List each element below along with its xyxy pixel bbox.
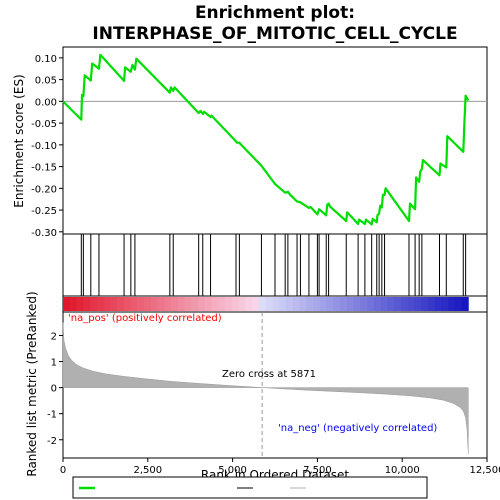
rank-color-band <box>63 297 469 311</box>
band-segment <box>83 297 91 311</box>
metric-y-tick-label: -1 <box>47 410 57 421</box>
band-segment <box>164 297 172 311</box>
x-axis: 0 2,500 5,000 7,500 10,000 12,500 <box>60 458 500 476</box>
band-segment <box>252 297 260 311</box>
band-segment <box>299 297 307 311</box>
ranked-metric-area <box>62 312 469 458</box>
band-segment <box>394 297 402 311</box>
x-tick-label: 12,500 <box>470 465 500 476</box>
band-segment <box>137 297 145 311</box>
band-segment <box>171 297 179 311</box>
es-y-axis-label: Enrichment score (ES) <box>12 74 26 207</box>
es-y-tick-label: 0.10 <box>35 54 57 65</box>
band-segment <box>238 297 246 311</box>
band-segment <box>123 297 131 311</box>
chart-title-line1: Enrichment plot: <box>195 3 355 23</box>
band-segment <box>326 297 334 311</box>
metric-y-tick-label: 1 <box>51 358 57 369</box>
es-y-tick-label: -0.10 <box>31 141 57 152</box>
chart-title-line2: INTERPHASE_OF_MITOTIC_CELL_CYCLE <box>92 24 457 44</box>
band-segment <box>225 297 233 311</box>
x-tick-label: 10,000 <box>385 465 420 476</box>
legend <box>72 476 428 499</box>
es-y-tick-label: -0.30 <box>31 228 57 239</box>
band-segment <box>258 297 267 311</box>
band-segment <box>434 297 442 311</box>
band-segment <box>69 297 77 311</box>
band-segment <box>103 297 111 311</box>
metric-y-axis-label: Ranked list metric (PreRanked) <box>25 291 39 476</box>
hit-lines <box>80 234 467 296</box>
es-y-tick-label: -0.15 <box>31 163 57 174</box>
band-segment <box>191 297 199 311</box>
band-segment <box>198 297 206 311</box>
metric-y-axis: 2 1 0 -1 -2 <box>47 331 63 447</box>
x-tick-label: 7,500 <box>303 465 332 476</box>
band-segment <box>414 297 422 311</box>
band-segment <box>272 297 280 311</box>
es-y-tick-label: 0.05 <box>35 76 57 87</box>
band-segment <box>117 297 125 311</box>
band-segment <box>231 297 240 311</box>
pos-correlated-label: 'na_pos' (positively correlated) <box>68 313 222 324</box>
x-tick-label: 2,500 <box>133 465 162 476</box>
band-segment <box>292 297 300 311</box>
band-segment <box>454 297 462 311</box>
band-segment <box>157 297 165 311</box>
band-segment <box>144 297 152 311</box>
band-segment <box>245 297 253 311</box>
band-segment <box>306 297 314 311</box>
es-y-tick-label: -0.25 <box>31 206 57 217</box>
band-segment <box>63 297 71 311</box>
metric-y-tick-label: 0 <box>51 384 57 395</box>
band-segment <box>373 297 381 311</box>
band-segment <box>110 297 118 311</box>
es-y-tick-label: -0.20 <box>31 184 57 195</box>
band-segment <box>448 297 456 311</box>
band-segment <box>204 297 213 311</box>
es-curve <box>62 53 470 226</box>
band-segment <box>211 297 219 311</box>
band-segment <box>461 297 469 311</box>
es-y-axis: 0.10 0.05 0.00 -0.05 -0.10 -0.15 -0.20 -0.25 -0.… <box>31 54 63 239</box>
zero-cross-label: Zero cross at 5871 <box>222 369 316 380</box>
band-segment <box>387 297 395 311</box>
x-tick-label: 0 <box>60 465 66 476</box>
band-segment <box>265 297 273 311</box>
band-segment <box>339 297 348 311</box>
es-profile-line <box>62 53 470 226</box>
band-segment <box>421 297 429 311</box>
es-y-tick-label: 0.00 <box>35 97 57 108</box>
band-segment <box>76 297 84 311</box>
band-segment <box>319 297 327 311</box>
band-segment <box>367 297 375 311</box>
band-segment <box>130 297 138 311</box>
es-y-tick-label: -0.05 <box>31 119 57 130</box>
x-tick-label: 5,000 <box>218 465 247 476</box>
band-segment <box>218 297 226 311</box>
ranked-metric-fill <box>62 322 469 455</box>
neg-correlated-label: 'na_neg' (negatively correlated) <box>278 423 437 434</box>
metric-y-tick-label: 2 <box>51 331 57 342</box>
band-segment <box>184 297 192 311</box>
band-segment <box>96 297 104 311</box>
band-segment <box>427 297 435 311</box>
band-segment <box>333 297 341 311</box>
band-segment <box>312 297 321 311</box>
es-panel-frame <box>62 46 488 235</box>
metric-y-tick-label: -2 <box>47 436 57 447</box>
band-segment <box>150 297 158 311</box>
band-segment <box>400 297 408 311</box>
band-segment <box>380 297 388 311</box>
band-segment <box>90 297 98 311</box>
band-segment <box>346 297 354 311</box>
band-segment <box>285 297 294 311</box>
band-segment <box>441 297 449 311</box>
band-segment <box>360 297 368 311</box>
band-segment <box>177 297 186 311</box>
band-segment <box>279 297 287 311</box>
band-segment <box>353 297 361 311</box>
band-segment <box>407 297 415 311</box>
